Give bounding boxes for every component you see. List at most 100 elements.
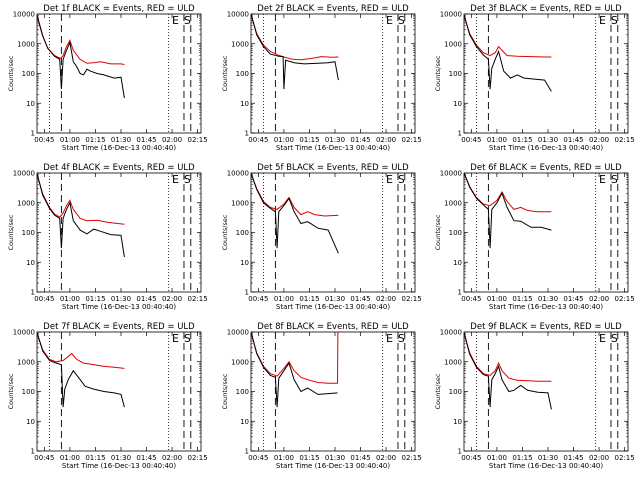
x-tick-label: 01:00 bbox=[274, 295, 294, 303]
x-tick-label: 01:15 bbox=[85, 295, 105, 303]
y-tick-label: 10000 bbox=[440, 170, 462, 178]
panel-5: Det 5f BLACK = Events, RED = ULD 1 10 100 10… bbox=[221, 163, 422, 311]
x-axis-label: Start Time (16-Dec-13 00:40:40) bbox=[489, 303, 603, 311]
x-tick-label: 02:15 bbox=[188, 454, 208, 462]
x-tick-label: 01:45 bbox=[350, 136, 370, 144]
x-tick-label: 01:15 bbox=[299, 136, 319, 144]
x-tick-label: 01:45 bbox=[350, 454, 370, 462]
y-tick-label: 10 bbox=[240, 259, 249, 267]
x-tick-label: 01:15 bbox=[512, 295, 532, 303]
panel-title: Det 4f BLACK = Events, RED = ULD bbox=[43, 163, 195, 173]
y-tick-label: 1 bbox=[458, 289, 462, 297]
x-tick-label: 00:45 bbox=[248, 295, 268, 303]
y-tick-label: 10 bbox=[240, 418, 249, 426]
marker-label-e: E bbox=[172, 332, 179, 345]
marker-label-s: S bbox=[184, 14, 191, 27]
x-tick-label: 01:30 bbox=[538, 136, 558, 144]
events-series-line bbox=[251, 332, 338, 408]
y-tick-label: 100 bbox=[22, 229, 35, 237]
y-tick-label: 10000 bbox=[227, 329, 249, 337]
x-tick-label: 02:15 bbox=[188, 136, 208, 144]
x-tick-label: 01:00 bbox=[274, 136, 294, 144]
events-series-line bbox=[464, 14, 552, 92]
x-tick-label: 02:15 bbox=[615, 295, 635, 303]
y-tick-label: 10000 bbox=[13, 11, 35, 19]
panel-title: Det 2f BLACK = Events, RED = ULD bbox=[257, 4, 409, 14]
y-tick-label: 1 bbox=[31, 448, 35, 456]
panel-title: Det 7f BLACK = Events, RED = ULD bbox=[43, 322, 195, 332]
marker-label-s: S bbox=[611, 14, 618, 27]
uld-series-line bbox=[251, 332, 339, 384]
x-tick-label: 01:00 bbox=[60, 136, 80, 144]
marker-label-s: S bbox=[184, 173, 191, 186]
marker-label-s: S bbox=[184, 332, 191, 345]
x-tick-label: 02:00 bbox=[589, 454, 609, 462]
y-tick-label: 100 bbox=[236, 388, 249, 396]
y-tick-label: 10 bbox=[453, 100, 462, 108]
marker-label-s: S bbox=[611, 173, 618, 186]
x-tick-label: 02:00 bbox=[376, 295, 396, 303]
x-tick-label: 01:00 bbox=[487, 136, 507, 144]
x-tick-label: 02:00 bbox=[376, 454, 396, 462]
x-tick-label: 02:15 bbox=[615, 454, 635, 462]
y-tick-label: 1000 bbox=[17, 40, 35, 48]
x-tick-label: 02:15 bbox=[402, 136, 422, 144]
y-tick-label: 10000 bbox=[440, 329, 462, 337]
x-axis-label: Start Time (16-Dec-13 00:40:40) bbox=[489, 144, 603, 152]
x-tick-label: 01:30 bbox=[538, 295, 558, 303]
y-tick-label: 1 bbox=[458, 448, 462, 456]
x-tick-label: 01:00 bbox=[60, 295, 80, 303]
x-tick-label: 00:45 bbox=[34, 454, 54, 462]
x-tick-label: 02:00 bbox=[589, 136, 609, 144]
y-tick-label: 10 bbox=[240, 100, 249, 108]
x-tick-label: 01:30 bbox=[111, 454, 131, 462]
x-tick-label: 01:00 bbox=[487, 454, 507, 462]
x-tick-label: 01:45 bbox=[563, 136, 583, 144]
y-tick-label: 10 bbox=[26, 418, 35, 426]
marker-label-e: E bbox=[172, 173, 179, 186]
x-tick-label: 01:45 bbox=[136, 136, 156, 144]
x-tick-label: 02:00 bbox=[162, 295, 182, 303]
x-tick-label: 00:45 bbox=[248, 454, 268, 462]
y-tick-label: 10 bbox=[26, 259, 35, 267]
panel-2: Det 2f BLACK = Events, RED = ULD 1 10 100 10… bbox=[221, 4, 422, 152]
panel-4: Det 4f BLACK = Events, RED = ULD 1 10 100 10… bbox=[7, 163, 208, 311]
y-axis-label: Counts/sec bbox=[221, 55, 229, 91]
marker-label-e: E bbox=[386, 332, 393, 345]
marker-label-e: E bbox=[386, 14, 393, 27]
events-series-line bbox=[37, 15, 125, 99]
panel-7: Det 7f BLACK = Events, RED = ULD 1 10 100 10… bbox=[7, 322, 208, 470]
y-tick-label: 10000 bbox=[440, 11, 462, 19]
x-tick-label: 01:30 bbox=[325, 295, 345, 303]
x-tick-label: 01:00 bbox=[274, 454, 294, 462]
x-tick-label: 00:45 bbox=[461, 295, 481, 303]
y-axis-label: Counts/sec bbox=[7, 55, 15, 91]
y-tick-label: 100 bbox=[449, 229, 462, 237]
marker-label-s: S bbox=[398, 14, 405, 27]
events-series-line bbox=[251, 173, 339, 254]
marker-label-e: E bbox=[386, 173, 393, 186]
x-tick-label: 02:15 bbox=[402, 295, 422, 303]
y-tick-label: 1 bbox=[31, 130, 35, 138]
events-series-line bbox=[464, 332, 552, 410]
y-axis-label: Counts/sec bbox=[434, 55, 442, 91]
x-tick-label: 01:15 bbox=[299, 454, 319, 462]
x-axis-label: Start Time (16-Dec-13 00:40:40) bbox=[276, 144, 390, 152]
x-tick-label: 00:45 bbox=[461, 454, 481, 462]
x-tick-label: 01:15 bbox=[512, 454, 532, 462]
y-tick-label: 1000 bbox=[444, 40, 462, 48]
x-tick-label: 00:45 bbox=[34, 295, 54, 303]
y-tick-label: 1 bbox=[458, 130, 462, 138]
x-tick-label: 01:30 bbox=[111, 295, 131, 303]
marker-label-e: E bbox=[172, 14, 179, 27]
x-tick-label: 01:15 bbox=[512, 136, 532, 144]
y-tick-label: 1000 bbox=[444, 199, 462, 207]
y-tick-label: 1000 bbox=[231, 40, 249, 48]
y-tick-label: 1 bbox=[245, 289, 249, 297]
y-axis-label: Counts/sec bbox=[221, 214, 229, 250]
x-axis-label: Start Time (16-Dec-13 00:40:40) bbox=[62, 144, 176, 152]
x-tick-label: 01:45 bbox=[563, 454, 583, 462]
y-tick-label: 10 bbox=[453, 418, 462, 426]
marker-label-e: E bbox=[599, 14, 606, 27]
y-tick-label: 10000 bbox=[13, 329, 35, 337]
